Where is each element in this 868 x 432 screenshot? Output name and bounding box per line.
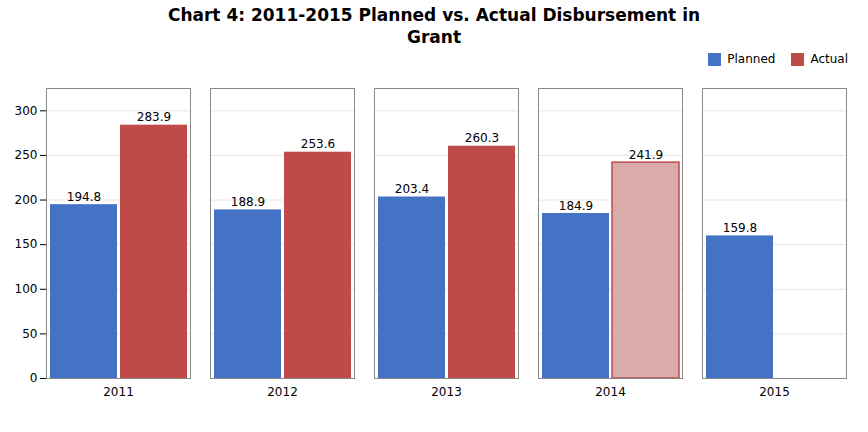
html-text:Planned: Planned — [727, 52, 776, 67]
svg-text:250: 250 — [15, 148, 38, 162]
svg-text:2013: 2013 — [431, 385, 462, 399]
svg-text:260.3: 260.3 — [465, 131, 499, 145]
svg-text:2015: 2015 — [759, 385, 790, 399]
svg-text:159.8: 159.8 — [723, 221, 757, 235]
svg-text:2011: 2011 — [103, 385, 134, 399]
svg-text:200: 200 — [15, 193, 38, 207]
svg-text:50: 50 — [22, 327, 37, 341]
svg-text:300: 300 — [15, 104, 38, 118]
html-text:Actual: Actual — [810, 52, 848, 67]
svg-text:0: 0 — [30, 372, 38, 386]
svg-text:2012: 2012 — [267, 385, 298, 399]
svg-text:253.6: 253.6 — [301, 137, 335, 151]
svg-text:100: 100 — [15, 282, 38, 296]
svg-text:194.8: 194.8 — [67, 190, 101, 204]
html-text:Chart 4: 2011-2015 Planned vs.: Chart 4: 2011-2015 Planned vs. Actual Di… — [167, 5, 701, 48]
svg-text:283.9: 283.9 — [137, 110, 171, 124]
svg-text:188.9: 188.9 — [231, 195, 265, 209]
svg-text:150: 150 — [15, 238, 38, 252]
svg-text:184.9: 184.9 — [559, 199, 593, 213]
svg-text:2014: 2014 — [595, 385, 626, 399]
svg-text:203.4: 203.4 — [395, 182, 429, 196]
svg-text:241.9: 241.9 — [629, 148, 663, 162]
